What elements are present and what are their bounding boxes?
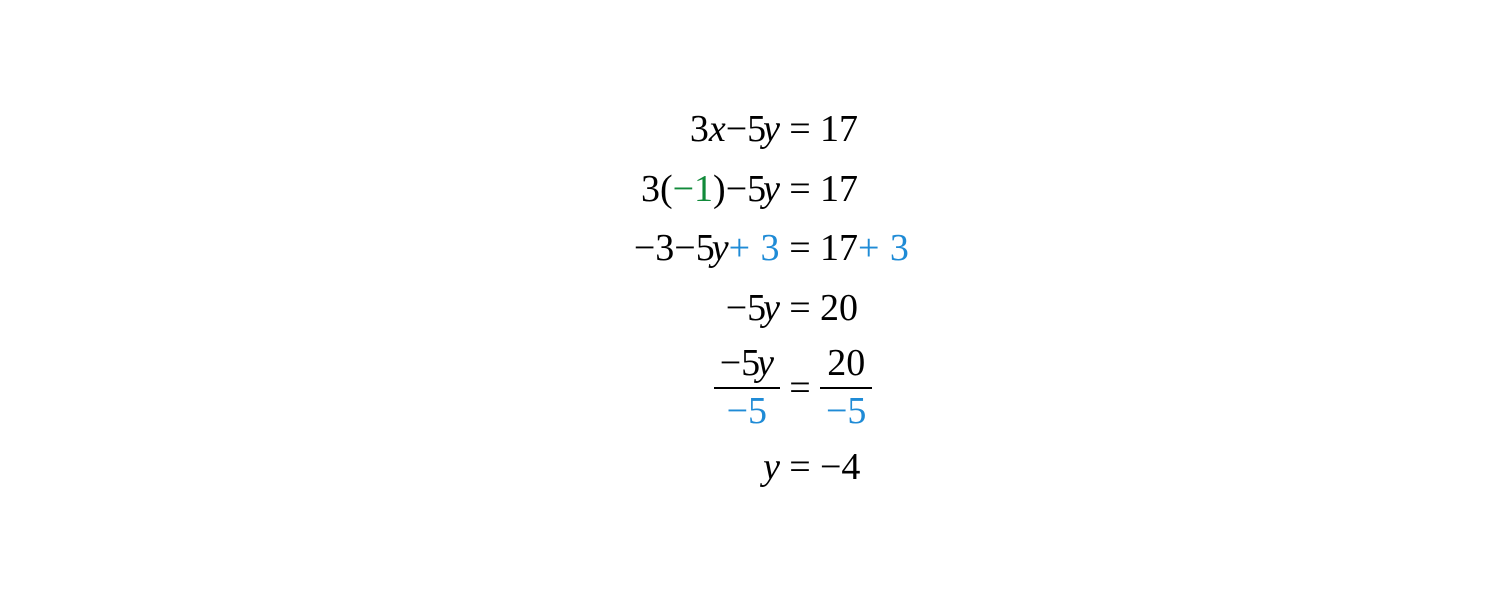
fraction-right: 20 −5: [820, 344, 872, 432]
equals: =: [780, 106, 820, 154]
value-17: 17: [820, 106, 858, 154]
step-3: −3 − 5y + 3 = 17 + 3: [520, 225, 980, 273]
coef-3: 3: [641, 166, 660, 214]
neg3: −3: [634, 225, 674, 273]
step-5: −5y −5 = 20 −5: [520, 344, 980, 432]
term-5y: 5y: [696, 225, 729, 273]
add-3-left: + 3: [729, 225, 780, 273]
neg5: −5: [726, 287, 766, 329]
value-17: 17: [820, 225, 858, 273]
fraction-right-num: 20: [821, 344, 871, 384]
step-6: y = −4: [520, 444, 980, 492]
step-5-lhs: −5y −5: [520, 344, 780, 432]
coef-3: 3: [690, 106, 709, 154]
var-y: y: [763, 287, 780, 329]
fraction-bar: [820, 387, 872, 389]
minus: −: [726, 166, 747, 214]
equals: =: [780, 285, 820, 333]
var-y: y: [712, 227, 729, 269]
value-neg4: −4: [820, 444, 860, 492]
step-5-rhs: 20 −5: [820, 344, 980, 432]
var-y: y: [763, 444, 780, 492]
fraction-left-den: −5: [721, 392, 773, 432]
term-5y: 5y: [747, 166, 780, 214]
minus: −: [674, 225, 695, 273]
fraction-bar: [714, 387, 780, 389]
minus: −: [726, 106, 747, 154]
value-20: 20: [820, 285, 858, 333]
equals: =: [780, 166, 820, 214]
step-4-rhs: 20: [820, 285, 980, 333]
rparen: ): [713, 166, 726, 214]
var-y: y: [763, 168, 780, 210]
step-1-rhs: 17: [820, 106, 980, 154]
var-y: y: [763, 108, 780, 150]
neg5: −5: [720, 342, 760, 384]
equals: =: [780, 365, 820, 413]
step-2-rhs: 17: [820, 166, 980, 214]
var-y: y: [757, 342, 774, 384]
fraction-left-num: −5y: [714, 344, 780, 384]
value-17: 17: [820, 166, 858, 214]
step-3-rhs: 17 + 3: [820, 225, 980, 273]
step-4: −5y = 20: [520, 285, 980, 333]
term-neg5y: −5y: [720, 342, 774, 384]
math-derivation: 3 x − 5y = 17 3 (−1) −: [0, 0, 1500, 598]
step-1: 3 x − 5y = 17: [520, 106, 980, 154]
term-5y: 5y: [747, 106, 780, 154]
term-neg5y: −5y: [726, 285, 780, 333]
step-1-lhs: 3 x − 5y: [520, 106, 780, 154]
step-4-lhs: −5y: [520, 285, 780, 333]
lparen: (: [660, 166, 673, 214]
step-3-lhs: −3 − 5y + 3: [520, 225, 780, 273]
step-6-lhs: y: [520, 444, 780, 492]
var-x: x: [709, 106, 726, 154]
add-3-right: + 3: [858, 225, 909, 273]
fraction-left: −5y −5: [714, 344, 780, 432]
step-6-rhs: −4: [820, 444, 980, 492]
step-2-lhs: 3 (−1) − 5y: [520, 166, 780, 214]
step-2: 3 (−1) − 5y = 17: [520, 166, 980, 214]
substituted-neg1: −1: [673, 166, 713, 214]
equation-steps: 3 x − 5y = 17 3 (−1) −: [520, 106, 980, 491]
equals: =: [780, 225, 820, 273]
fraction-right-den: −5: [820, 392, 872, 432]
equals: =: [780, 444, 820, 492]
